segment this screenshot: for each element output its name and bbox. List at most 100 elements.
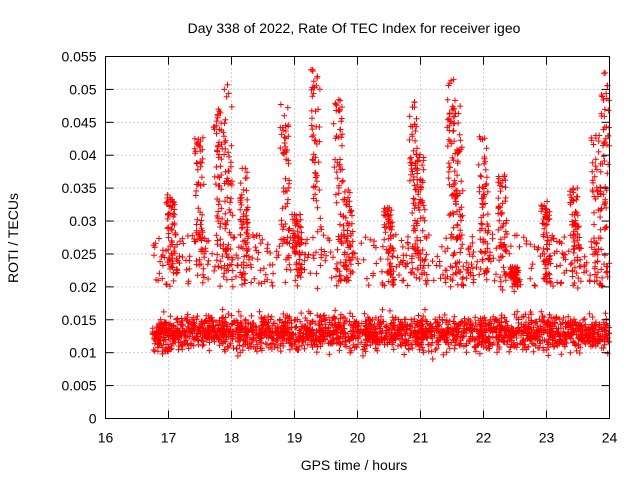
data-point	[179, 254, 186, 260]
data-point	[377, 328, 384, 335]
data-point	[243, 325, 250, 332]
data-point	[333, 265, 340, 272]
data-point	[527, 275, 534, 282]
data-point	[385, 250, 392, 257]
data-point	[226, 153, 232, 160]
data-point	[480, 343, 487, 350]
data-point	[221, 328, 228, 335]
data-point	[225, 241, 232, 248]
data-point	[237, 323, 244, 330]
data-point	[484, 188, 491, 195]
data-point	[194, 160, 201, 167]
data-point	[583, 268, 590, 274]
data-point	[564, 324, 571, 331]
data-point	[360, 256, 367, 263]
data-point	[588, 137, 595, 144]
data-point	[233, 273, 239, 280]
data-point	[239, 271, 246, 278]
data-point	[253, 348, 260, 355]
data-point	[294, 228, 301, 235]
data-point	[314, 75, 321, 81]
data-point	[281, 112, 288, 119]
data-point	[543, 338, 550, 345]
data-point	[326, 329, 333, 336]
data-point	[346, 336, 353, 343]
data-point	[481, 314, 488, 321]
data-point	[461, 315, 468, 322]
data-point	[443, 267, 450, 274]
data-point	[278, 221, 285, 228]
data-point	[218, 156, 225, 163]
data-point	[332, 101, 339, 108]
data-point	[568, 260, 575, 267]
data-point	[599, 161, 606, 167]
data-point	[399, 321, 406, 328]
data-point	[317, 334, 324, 341]
data-point	[452, 336, 458, 343]
data-point	[171, 250, 178, 257]
data-point	[387, 307, 393, 314]
data-point	[544, 326, 551, 333]
data-point	[309, 93, 316, 100]
data-point	[326, 319, 333, 326]
data-point	[541, 314, 548, 321]
data-point	[344, 227, 351, 234]
data-point	[420, 166, 427, 173]
y-tick-label: 0.025	[61, 246, 96, 262]
data-point	[322, 316, 329, 323]
data-point	[528, 265, 535, 272]
data-point	[572, 217, 579, 224]
data-point	[477, 236, 484, 243]
data-point	[593, 277, 600, 284]
data-point	[586, 331, 593, 338]
data-point	[248, 264, 255, 271]
data-point	[321, 248, 328, 255]
data-point	[452, 97, 458, 104]
data-point	[484, 240, 491, 247]
data-point	[557, 262, 564, 269]
data-point	[430, 277, 437, 284]
data-point	[503, 220, 509, 227]
data-point	[214, 143, 221, 150]
data-point	[450, 76, 457, 83]
data-point	[187, 341, 194, 348]
data-point	[531, 282, 538, 289]
data-point	[166, 256, 173, 263]
data-point	[544, 278, 551, 285]
data-point	[191, 145, 198, 152]
data-point	[507, 243, 514, 250]
data-point	[228, 142, 235, 149]
data-point	[569, 273, 576, 280]
data-point	[214, 114, 221, 121]
data-point	[555, 325, 562, 332]
data-point	[422, 306, 428, 313]
data-point	[163, 247, 170, 254]
data-point	[285, 326, 292, 332]
data-point	[211, 267, 218, 274]
data-point	[435, 341, 442, 348]
data-point	[443, 317, 450, 324]
data-point	[457, 137, 464, 144]
data-point	[452, 198, 459, 205]
data-point	[586, 310, 593, 317]
data-point	[374, 347, 381, 354]
data-point	[567, 334, 574, 340]
data-point	[597, 214, 604, 221]
data-point	[587, 272, 594, 279]
data-point	[482, 166, 489, 173]
data-point	[576, 234, 583, 241]
data-point	[265, 313, 272, 320]
data-point	[199, 342, 206, 349]
data-point	[299, 261, 305, 268]
data-point	[599, 274, 606, 281]
data-point	[282, 322, 289, 329]
data-point	[199, 227, 206, 234]
data-point	[590, 141, 597, 148]
data-point	[342, 318, 349, 324]
data-point	[367, 236, 374, 243]
data-point	[531, 243, 538, 250]
data-point	[486, 334, 493, 341]
data-point	[239, 281, 245, 288]
data-point	[553, 263, 560, 270]
data-point	[420, 214, 426, 221]
